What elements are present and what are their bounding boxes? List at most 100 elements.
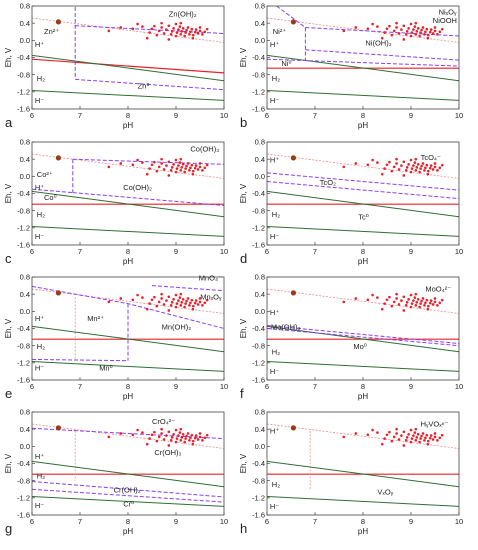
panel-letter: f xyxy=(240,386,244,401)
sample-point xyxy=(402,174,406,177)
sample-point xyxy=(203,30,207,34)
sample-point xyxy=(409,293,413,297)
x-tick-label: 10 xyxy=(455,382,463,391)
sample-point xyxy=(426,33,430,37)
region-label: Mo(OH)₃ xyxy=(271,322,301,331)
plot-frame xyxy=(31,141,225,246)
region-label: NiOOH xyxy=(433,16,457,25)
x-axis-label: pH xyxy=(358,121,368,130)
sample-point xyxy=(183,34,186,38)
y-tick-label: 0.0 xyxy=(20,442,30,451)
sample-point xyxy=(410,302,414,305)
sample-point xyxy=(170,166,174,169)
y-axis-label: Eh, V xyxy=(4,47,13,67)
reference-point xyxy=(290,425,296,431)
sample-point xyxy=(119,297,123,300)
sample-point xyxy=(402,444,406,447)
region-label: H⁻ xyxy=(270,232,279,241)
sample-point xyxy=(404,169,408,172)
sample-point xyxy=(405,166,409,169)
sample-point xyxy=(395,162,398,165)
sample-point xyxy=(165,299,168,302)
region-label: NiₓOᵧ xyxy=(439,8,457,17)
panel-a: -1.6 -1.2 -0.8 -0.4 0.0 0.4 0.8 6 7 8 9 10 pH Eh, V a Z… xyxy=(4,2,228,130)
sample-point xyxy=(409,305,413,309)
panel-letter: b xyxy=(240,115,247,130)
purple-boundary-line xyxy=(276,6,306,28)
sample-point xyxy=(404,439,408,442)
sample-point xyxy=(198,300,202,304)
purple-boundary-line xyxy=(72,192,224,206)
purple-boundary-line xyxy=(267,328,459,347)
x-tick-label: 9 xyxy=(174,382,178,391)
sample-point xyxy=(167,160,171,164)
sample-point xyxy=(390,33,394,37)
sample-point xyxy=(136,22,139,26)
sample-point xyxy=(194,434,198,437)
sample-point xyxy=(426,304,430,308)
sample-point xyxy=(179,304,183,307)
sample-point xyxy=(395,157,398,161)
sample-point xyxy=(201,33,204,36)
x-tick-label: 10 xyxy=(455,247,463,256)
sample-point xyxy=(385,163,389,167)
region-label: H₂ xyxy=(272,210,280,219)
x-tick-label: 6 xyxy=(30,517,34,526)
y-tick-label: -1.6 xyxy=(252,105,265,114)
sample-point xyxy=(433,297,437,300)
sample-point xyxy=(395,292,398,296)
sample-point xyxy=(415,436,419,439)
y-tick-label: -1.2 xyxy=(17,223,30,232)
sample-point xyxy=(433,432,437,435)
sample-point xyxy=(418,170,421,174)
sample-point xyxy=(418,305,421,309)
y-tick-label: -0.4 xyxy=(252,324,265,333)
x-tick-label: 7 xyxy=(78,111,82,120)
sample-point xyxy=(174,293,178,297)
sample-point xyxy=(433,29,437,33)
sample-point xyxy=(189,301,192,305)
x-tick-label: 9 xyxy=(174,247,178,256)
sample-point xyxy=(190,433,194,437)
panel-letter: h xyxy=(240,521,247,536)
sample-point xyxy=(413,25,417,28)
x-axis-label: pH xyxy=(123,527,133,536)
sample-point xyxy=(342,435,346,439)
sample-point xyxy=(424,301,427,305)
sample-point xyxy=(421,432,425,435)
sample-point xyxy=(180,301,184,304)
sample-point xyxy=(198,432,202,435)
sample-point xyxy=(203,436,207,440)
sample-point xyxy=(409,22,413,26)
green-boundary-line xyxy=(267,325,459,353)
sample-point xyxy=(433,300,437,304)
sample-point xyxy=(371,22,374,26)
y-axis-label: Eh, V xyxy=(4,318,13,338)
sample-point xyxy=(167,309,171,312)
y-tick-label: 0.0 xyxy=(255,36,265,45)
sample-point xyxy=(185,434,188,438)
region-label: H₂ xyxy=(37,472,45,481)
sample-point xyxy=(184,31,187,34)
sample-point xyxy=(407,163,410,166)
region-label: Ni(OH)₂ xyxy=(365,38,391,47)
reference-point xyxy=(290,19,296,25)
sample-point xyxy=(190,163,194,167)
sample-point xyxy=(390,439,394,443)
x-axis-label: pH xyxy=(358,392,368,401)
sample-point xyxy=(178,431,182,434)
sample-point xyxy=(342,165,346,169)
region-label: H⁻ xyxy=(270,367,279,376)
sample-point xyxy=(141,431,144,434)
sample-point xyxy=(419,31,422,34)
plot-frame xyxy=(266,411,460,516)
sample-point xyxy=(431,303,435,306)
sample-point xyxy=(440,163,444,167)
sample-point xyxy=(167,444,171,447)
sample-point xyxy=(196,303,200,306)
region-label: Mn⁰ xyxy=(99,364,112,373)
sample-point xyxy=(119,26,123,29)
panel-g: -1.6 -1.2 -0.8 -0.4 0.0 0.4 0.8 6 7 8 9 10 pH Eh, V g C… xyxy=(4,408,228,536)
sample-point xyxy=(385,27,389,31)
sample-point xyxy=(416,27,420,30)
